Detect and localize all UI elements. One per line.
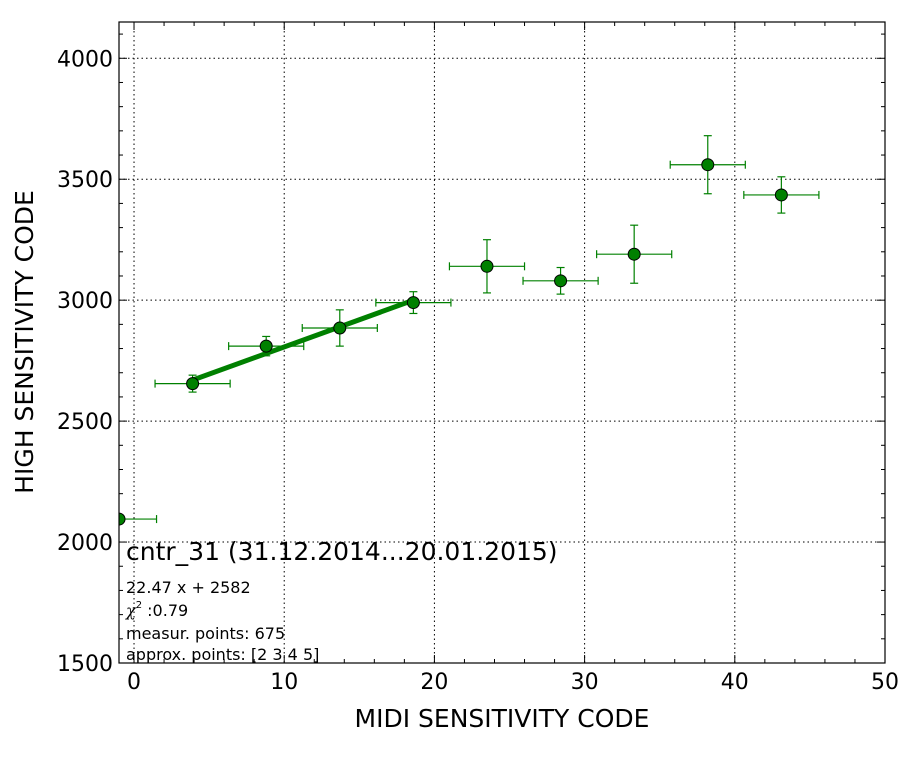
y-axis-label: HIGH SENSITIVITY CODE <box>10 190 39 494</box>
y-tick-label: 2500 <box>57 410 113 435</box>
chi-symbol: χ <box>125 601 137 620</box>
annotation-measur-points: measur. points: 675 <box>126 624 285 643</box>
y-tick-labels: 1500 2000 2500 3000 3500 4000 <box>57 47 113 677</box>
x-tick-label: 20 <box>420 670 448 695</box>
x-tick-label: 10 <box>270 670 298 695</box>
data-point <box>119 512 126 526</box>
x-tick-label: 30 <box>571 670 599 695</box>
fit-line <box>191 297 415 383</box>
plot-frame <box>118 21 886 664</box>
x-tick-label: 0 <box>127 670 141 695</box>
fit-layer <box>191 297 415 383</box>
annotation-equation: 22.47 x + 2582 <box>126 578 251 597</box>
x-tick-labels: 0 10 20 30 40 50 <box>127 670 899 695</box>
data-point <box>333 321 347 335</box>
x-axis-label: MIDI SENSITIVITY CODE <box>355 704 650 733</box>
data-point <box>627 247 641 261</box>
data-point <box>554 274 568 288</box>
minor-ticks <box>119 22 886 664</box>
y-tick-label: 2000 <box>57 531 113 556</box>
error-bars <box>119 135 820 524</box>
x-tick-label: 40 <box>721 670 749 695</box>
data-points <box>119 158 788 526</box>
x-tick-label: 50 <box>871 670 899 695</box>
data-point <box>186 377 200 391</box>
chi-superscript: 2 <box>136 600 142 611</box>
annotation-chi: χ2 :0.79 <box>125 600 188 620</box>
y-tick-label: 1500 <box>57 652 113 677</box>
data-point <box>480 259 494 273</box>
annotation-title: cntr_31 (31.12.2014...20.01.2015) <box>126 537 558 566</box>
data-point <box>701 158 715 172</box>
annotation-approx-points: approx. points: [2 3 4 5] <box>126 645 319 664</box>
data-point <box>774 188 788 202</box>
data-point <box>406 296 420 310</box>
grid <box>119 22 885 663</box>
y-tick-label: 3500 <box>57 168 113 193</box>
data-point <box>259 339 273 353</box>
chi-value: :0.79 <box>142 601 188 620</box>
y-tick-label: 3000 <box>57 289 113 314</box>
y-tick-label: 4000 <box>57 47 113 72</box>
